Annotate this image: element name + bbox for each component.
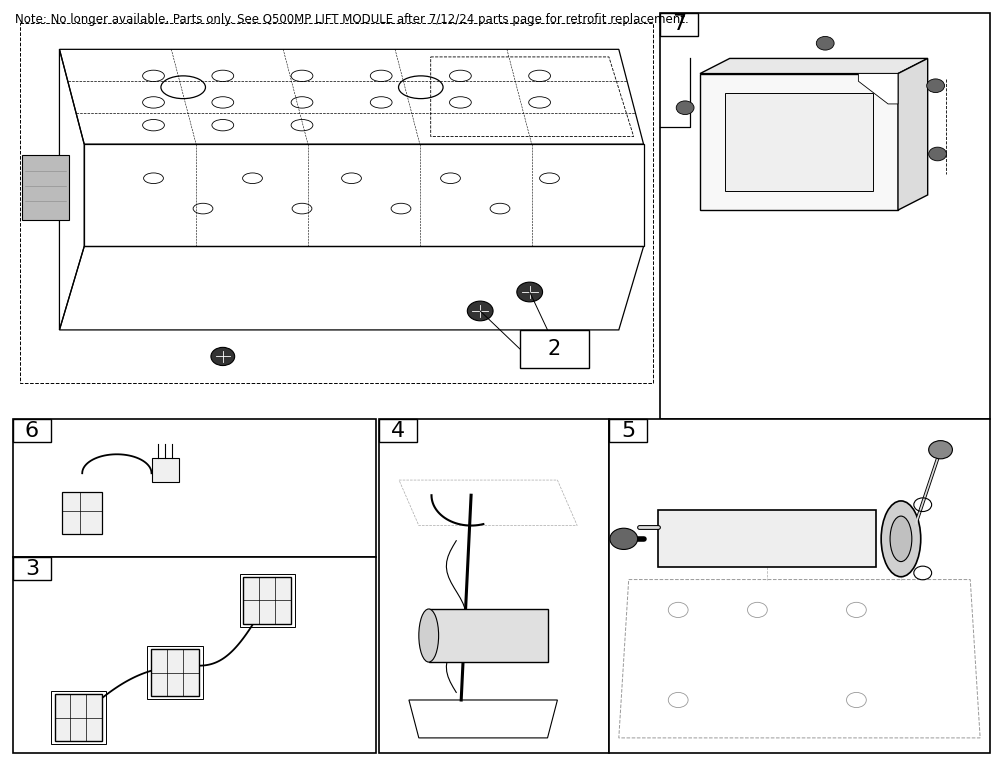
Bar xyxy=(13,420,376,558)
Bar xyxy=(520,330,589,368)
Bar xyxy=(725,93,873,192)
Bar xyxy=(147,646,203,699)
Polygon shape xyxy=(858,74,898,104)
Circle shape xyxy=(676,101,694,115)
Circle shape xyxy=(517,282,543,302)
Bar xyxy=(660,13,990,420)
Circle shape xyxy=(467,301,493,321)
Circle shape xyxy=(927,79,945,93)
Bar xyxy=(62,493,102,534)
Text: 6: 6 xyxy=(25,421,39,441)
Bar xyxy=(379,420,417,442)
Text: Note: No longer available, Parts only. See Q500MP LIFT MODULE after 7/12/24 part: Note: No longer available, Parts only. S… xyxy=(15,13,689,26)
Text: 3: 3 xyxy=(25,559,39,579)
Ellipse shape xyxy=(890,516,912,561)
Circle shape xyxy=(211,347,235,365)
Text: 7: 7 xyxy=(672,15,686,34)
Bar xyxy=(609,420,647,442)
Bar xyxy=(379,420,609,753)
Circle shape xyxy=(929,440,952,459)
Bar xyxy=(22,155,69,220)
Circle shape xyxy=(929,147,946,161)
Circle shape xyxy=(610,529,638,549)
Ellipse shape xyxy=(419,609,439,662)
Bar xyxy=(429,609,548,662)
Ellipse shape xyxy=(881,501,921,577)
Bar xyxy=(700,74,898,210)
Bar xyxy=(609,420,990,753)
Bar xyxy=(151,649,199,696)
Circle shape xyxy=(816,37,834,50)
Bar xyxy=(240,574,295,627)
Bar xyxy=(13,558,376,753)
Text: 5: 5 xyxy=(621,421,635,441)
Bar xyxy=(13,420,51,442)
Polygon shape xyxy=(898,58,928,210)
Bar xyxy=(152,458,179,483)
Bar xyxy=(660,13,698,36)
Polygon shape xyxy=(700,58,928,74)
Text: 4: 4 xyxy=(391,421,405,441)
Bar xyxy=(55,694,102,741)
Bar xyxy=(658,510,876,568)
Text: 2: 2 xyxy=(548,339,561,359)
Bar xyxy=(243,577,291,624)
Bar xyxy=(51,691,106,745)
Bar xyxy=(13,558,51,581)
